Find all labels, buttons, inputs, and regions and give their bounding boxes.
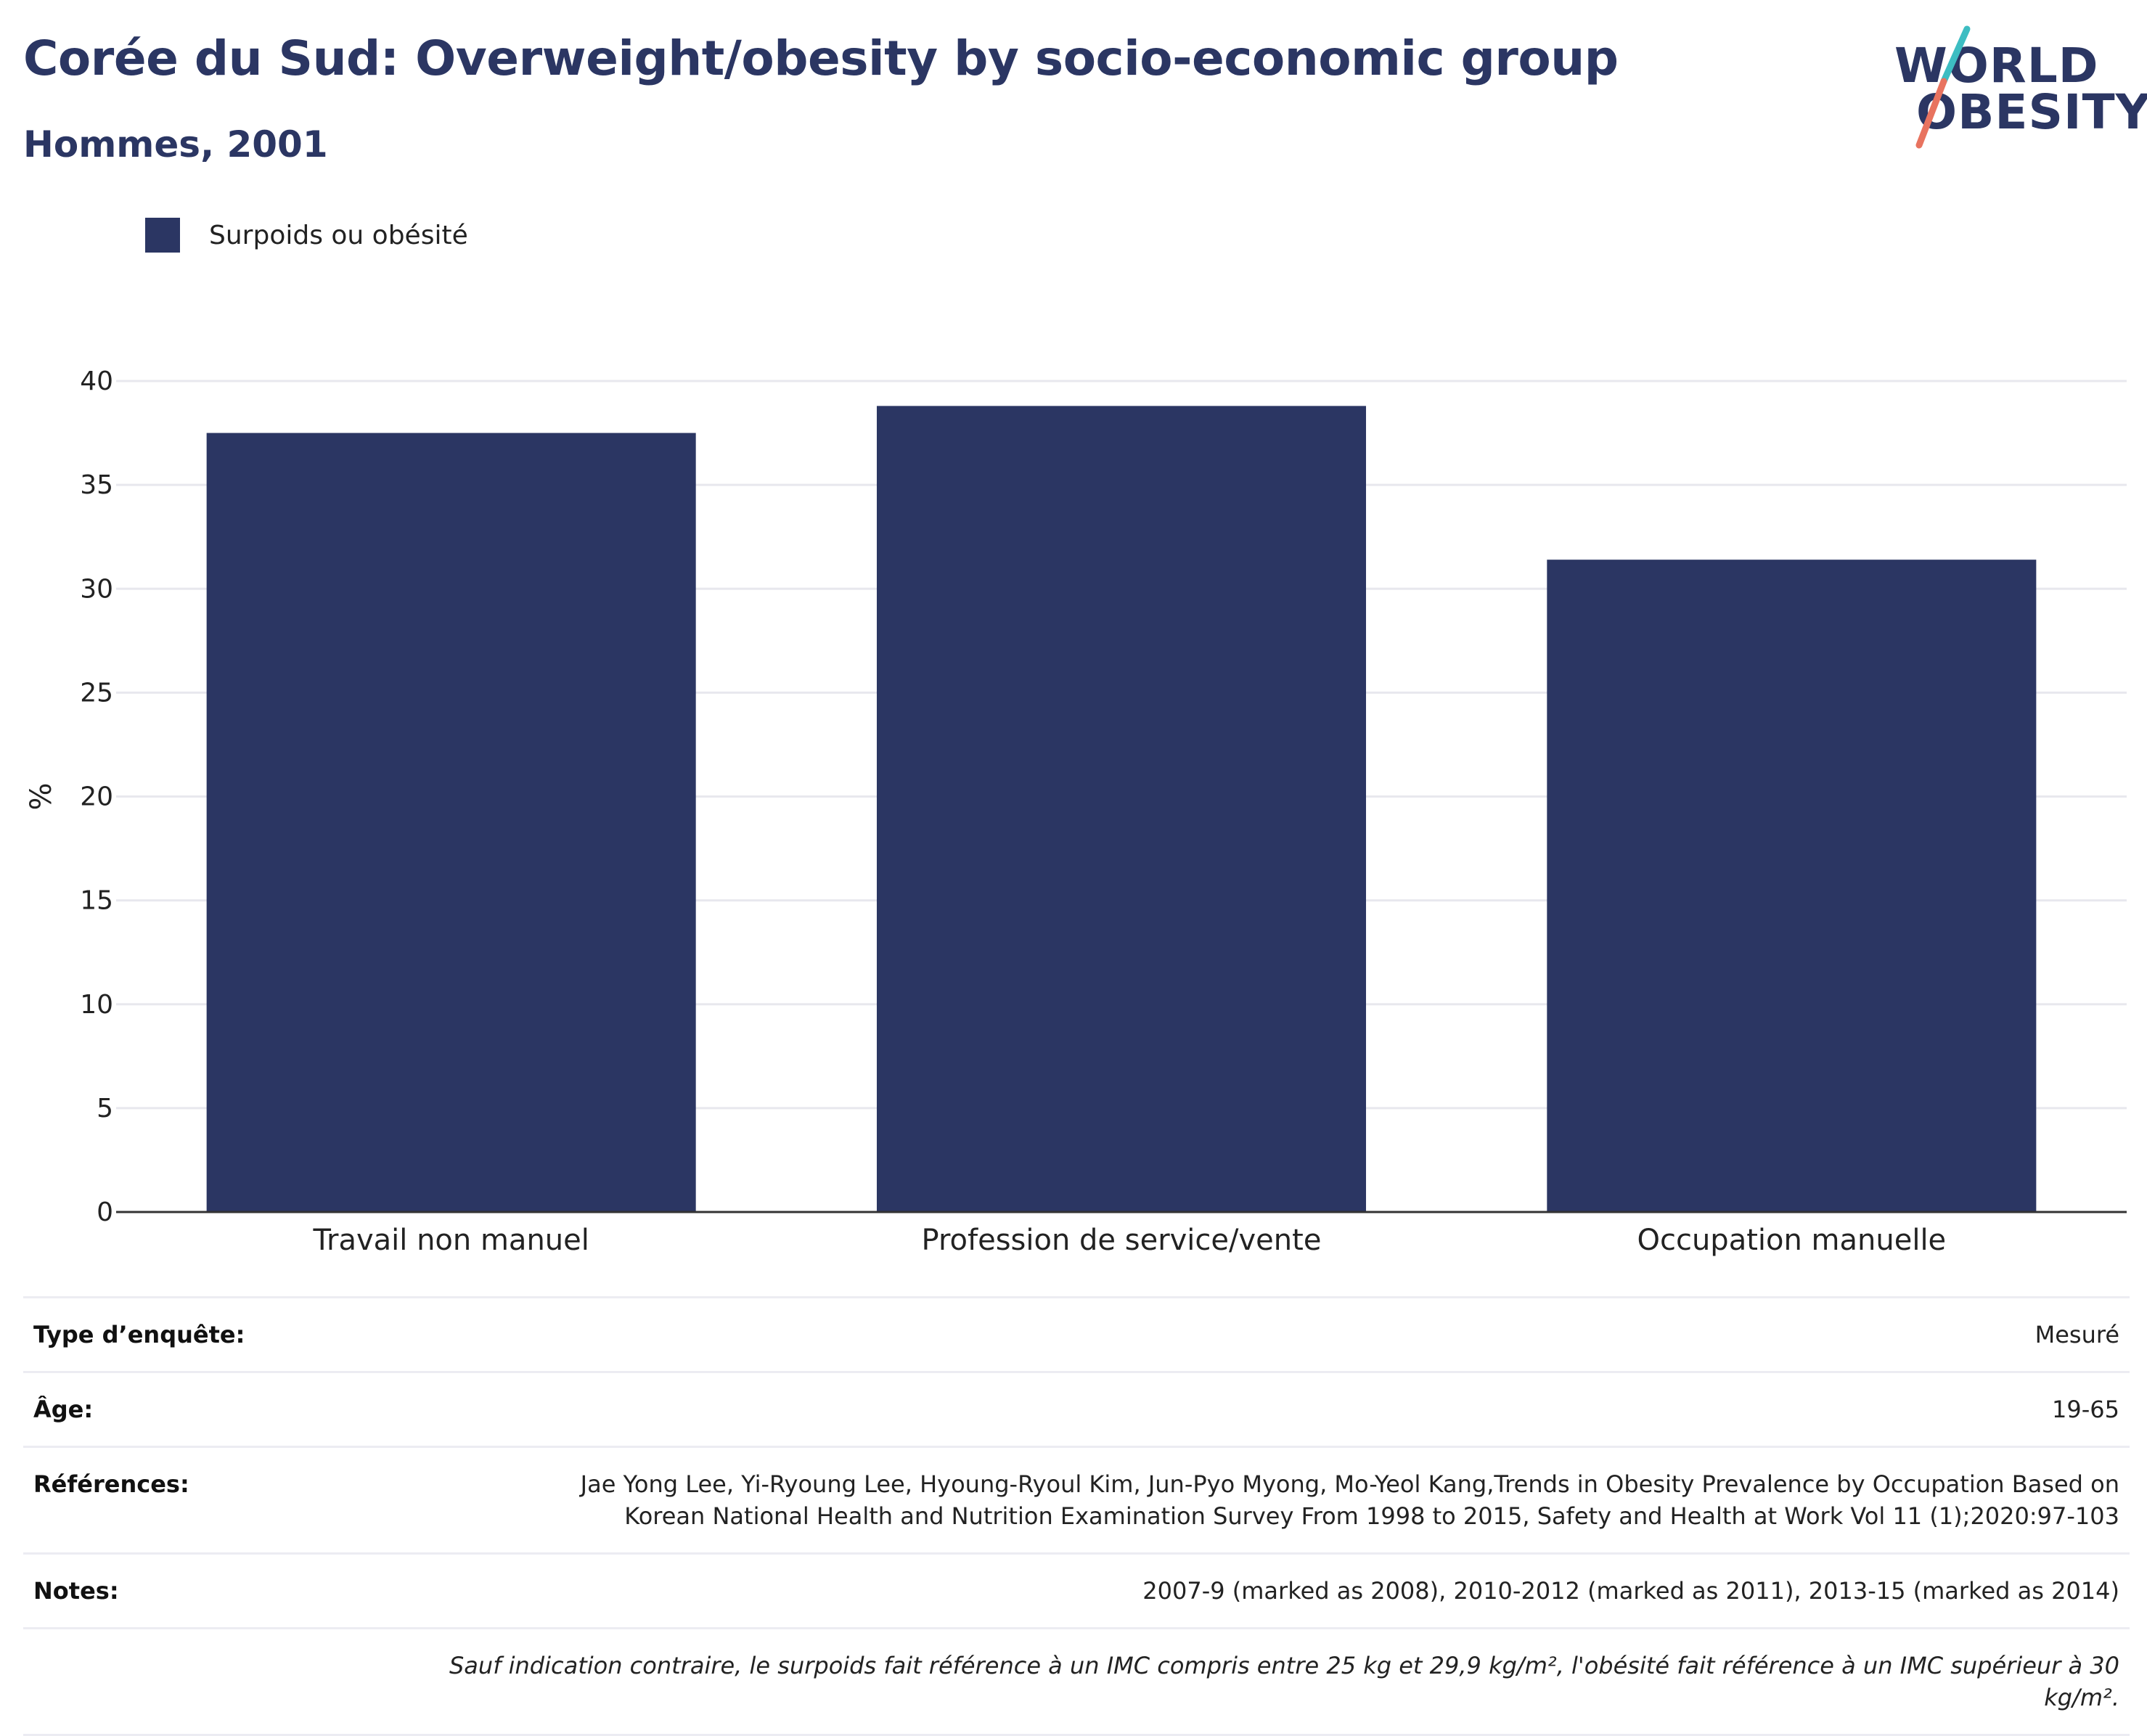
x-tick-label: Travail non manuel: [312, 1224, 589, 1257]
y-tick-label: 15: [80, 886, 113, 916]
y-tick-label: 25: [80, 678, 113, 708]
info-row-references: Références: Jae Yong Lee, Yi-Ryoung Lee,…: [23, 1446, 2130, 1552]
y-tick-label: 40: [80, 367, 113, 396]
definition-note: Sauf indication contraire, le surpoids f…: [449, 1652, 2119, 1711]
y-tick-label: 5: [97, 1094, 113, 1123]
info-row-definition: Sauf indication contraire, le surpoids f…: [23, 1627, 2130, 1736]
legend: Surpoids ou obésité: [145, 218, 468, 253]
x-tick-label: Occupation manuelle: [1637, 1224, 1946, 1257]
references-line-2: Korean National Health and Nutrition Exa…: [624, 1502, 2119, 1530]
survey-type-value: Mesuré: [2034, 1321, 2119, 1348]
references-label: Références:: [33, 1470, 189, 1498]
y-tick-label: 10: [80, 990, 113, 1020]
world-obesity-logo: WORLD OBESITY: [1894, 22, 2147, 152]
info-row-survey-type: Type d’enquête: Mesuré: [23, 1296, 2130, 1371]
y-tick-label: 0: [97, 1197, 113, 1227]
bar: [206, 433, 696, 1212]
references-line-1: Jae Yong Lee, Yi-Ryoung Lee, Hyoung-Ryou…: [580, 1470, 2119, 1498]
logo-slash-icon: [1915, 25, 1971, 149]
y-tick-label: 20: [80, 782, 113, 812]
legend-swatch: [145, 218, 180, 253]
references-value: Jae Yong Lee, Yi-Ryoung Lee, Hyoung-Ryou…: [581, 1468, 2119, 1532]
info-row-age: Âge: 19-65: [23, 1371, 2130, 1446]
legend-label: Surpoids ou obésité: [209, 220, 468, 250]
chart-title: Corée du Sud: Overweight/obesity by soci…: [23, 30, 1619, 86]
y-tick-label: 30: [80, 574, 113, 604]
age-value: 19-65: [2052, 1396, 2119, 1423]
y-axis-label: %: [25, 782, 58, 810]
bar-chart: 0 5 10 15 20 25 30 35 40 Travail non manuel Profes…: [25, 367, 2127, 1257]
info-table: Type d’enquête: Mesuré Âge: 19-65 Référe…: [23, 1296, 2130, 1736]
survey-type-label: Type d’enquête:: [33, 1321, 245, 1348]
notes-value: 2007-9 (marked as 2008), 2010-2012 (mark…: [1142, 1577, 2119, 1605]
logo-line-2: OBESITY: [1916, 84, 2147, 140]
bar: [876, 406, 1367, 1212]
y-tick-label: 35: [80, 470, 113, 500]
bar: [1547, 560, 2037, 1212]
x-tick-label: Profession de service/vente: [922, 1224, 1322, 1257]
age-label: Âge:: [33, 1396, 94, 1423]
notes-label: Notes:: [33, 1577, 119, 1605]
chart-subtitle: Hommes, 2001: [23, 123, 328, 165]
info-row-notes: Notes: 2007-9 (marked as 2008), 2010-201…: [23, 1552, 2130, 1627]
logo-line-1: WORLD: [1894, 38, 2099, 94]
